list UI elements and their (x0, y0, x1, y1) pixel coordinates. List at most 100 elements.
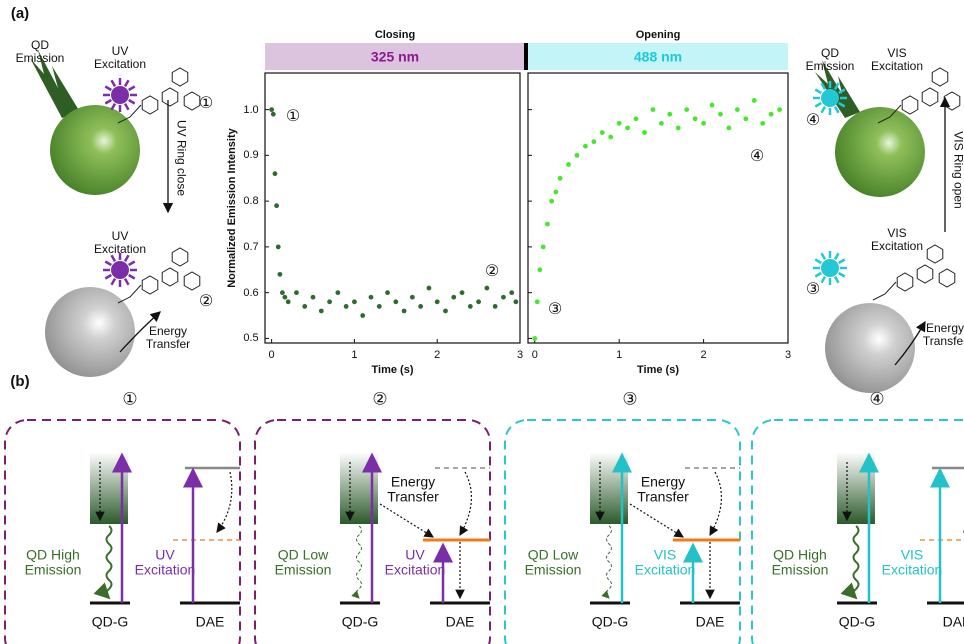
data-point (327, 299, 332, 305)
data-point (484, 285, 490, 291)
star-ray (123, 254, 130, 262)
emission-label: QD Low Emission (524, 546, 582, 578)
data-point (583, 143, 588, 149)
data-point (540, 244, 546, 250)
star-ray (123, 79, 130, 87)
x-tick-label: 2 (700, 348, 707, 361)
data-point (343, 303, 349, 309)
data-point (701, 120, 706, 126)
qd-sphere (50, 105, 140, 195)
emission-beam (815, 60, 860, 118)
star-ray (814, 258, 822, 265)
star-ray (123, 103, 130, 111)
level-label: QD-G (591, 613, 629, 630)
data-point (368, 294, 374, 300)
data-point (566, 162, 571, 167)
star-ray (110, 79, 117, 87)
star-ray (128, 273, 136, 280)
data-point (360, 313, 366, 318)
emission-label: QD High Emission (24, 546, 82, 578)
data-point (285, 299, 291, 305)
step-label: ① (198, 95, 214, 113)
data-point (675, 125, 681, 131)
transfer-arrow (629, 503, 685, 538)
emission-label: QD Low Emission (274, 546, 332, 578)
data-point (553, 189, 559, 195)
data-point (426, 285, 432, 291)
data-point (318, 308, 324, 314)
x-axis-label: Time (s) (637, 363, 679, 376)
data-point (768, 111, 774, 117)
y-tick-label: 0.9 (243, 149, 259, 162)
molecule-ring (926, 244, 944, 264)
header-label: Opening (635, 28, 681, 41)
annotation: ④ (749, 148, 765, 166)
x-tick-label: 0 (268, 348, 275, 361)
data-point (418, 303, 424, 309)
molecule-ring (896, 272, 914, 292)
data-point (492, 303, 498, 309)
data-point (532, 336, 538, 341)
star-ray (833, 106, 840, 114)
molecule-chain (117, 284, 142, 304)
data-point (545, 221, 550, 227)
molecule-chain (877, 104, 902, 124)
data-point (549, 198, 555, 204)
data-point (642, 130, 647, 135)
relax-arrow (459, 471, 473, 537)
scheme-label: QD Emission (15, 37, 65, 65)
transfer-arrow (119, 311, 161, 353)
data-point (310, 294, 316, 300)
wavelength-label: 488 nm (633, 48, 683, 65)
qd-sphere (825, 303, 915, 393)
x-tick-label: 3 (784, 348, 792, 361)
emission-arrow (351, 525, 362, 599)
molecule-chain (872, 281, 897, 301)
data-point (650, 107, 656, 113)
header-label: Closing (374, 28, 416, 41)
star-ray (104, 85, 112, 92)
molecule-ring (901, 95, 919, 115)
data-point (743, 116, 749, 122)
arrow-label: UV Ring close (174, 119, 189, 197)
level-label: DAE (195, 613, 225, 630)
data-point (451, 294, 457, 300)
annotation: ③ (547, 301, 563, 319)
data-point (434, 299, 440, 305)
star-ray (814, 88, 822, 95)
transfer-label: Energy Transfer (637, 473, 689, 505)
star-ray (110, 103, 117, 111)
star-ray (820, 252, 827, 260)
star-ray (128, 260, 136, 267)
star-ray (128, 85, 136, 92)
molecule-ring (921, 87, 939, 107)
excitation-label: UV Excitation (134, 546, 196, 578)
relax-arrow (216, 471, 233, 533)
step-label: ② (198, 293, 214, 311)
data-point (726, 125, 732, 131)
step-label: ④ (869, 389, 885, 409)
molecule-ring (171, 247, 189, 267)
panel-label: (b) (10, 372, 30, 390)
y-tick-label: 1.0 (243, 103, 259, 116)
data-point (459, 290, 465, 296)
molecule-ring (938, 268, 956, 288)
scheme-label: Energy Transfer (145, 323, 191, 351)
data-point (616, 120, 622, 126)
data-point (401, 308, 407, 314)
data-point (557, 175, 563, 181)
data-point (599, 130, 605, 135)
data-point (272, 171, 278, 177)
data-point (534, 299, 540, 305)
plot-frame (527, 72, 789, 344)
step-label: ① (122, 389, 138, 409)
data-point (658, 120, 664, 126)
data-point (467, 303, 473, 309)
star-ray (110, 278, 117, 286)
data-point (279, 290, 285, 296)
level-label: DAE (942, 613, 964, 630)
emission-label: QD High Emission (771, 546, 829, 578)
step-label: ④ (805, 112, 821, 130)
annotation: ② (484, 263, 500, 281)
